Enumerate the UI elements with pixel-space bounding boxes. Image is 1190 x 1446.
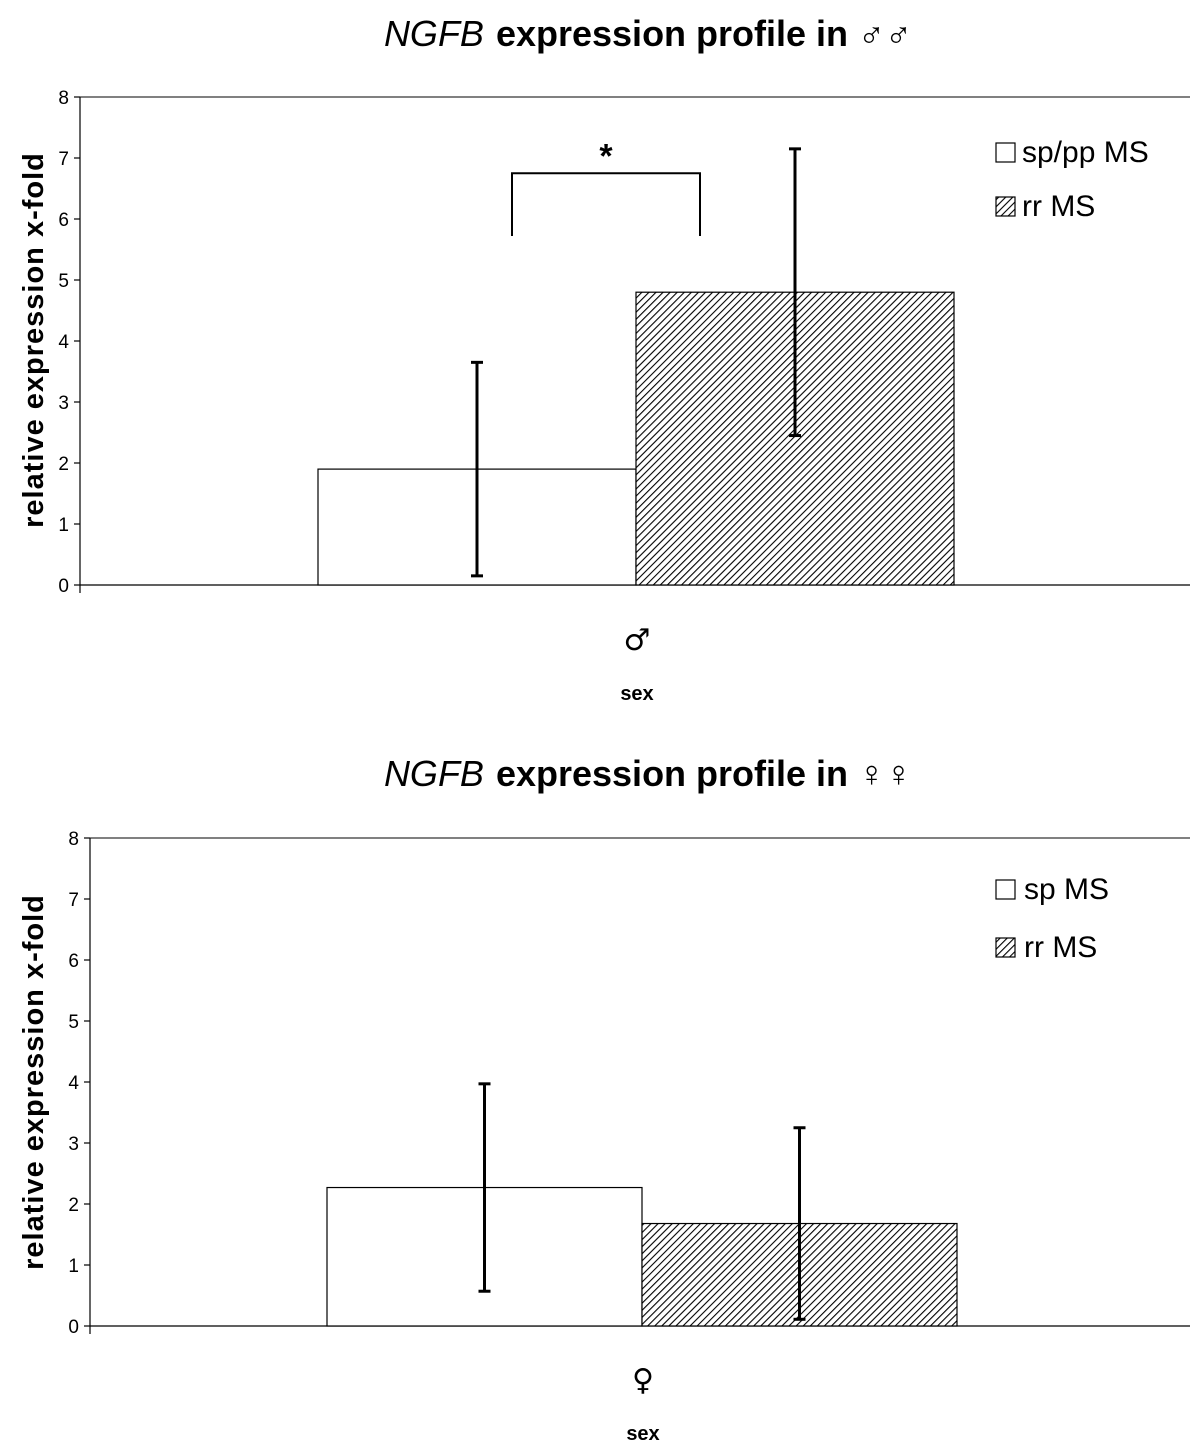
y-tick-label: 1 bbox=[68, 1256, 79, 1277]
y-axis: 0 1 2 3 4 5 6 7 8 bbox=[68, 829, 1190, 1338]
significance-annotation: * bbox=[511, 137, 701, 236]
x-axis-title: sex bbox=[626, 1423, 659, 1445]
chart-male: NGFB expression profile in ♂♂ 0 1 2 3 4 5 6 7 8 *… bbox=[18, 13, 1190, 705]
y-axis: 0 1 2 3 4 5 6 7 8 bbox=[58, 88, 1190, 597]
legend-swatch-rr-ms bbox=[995, 196, 1016, 217]
y-tick-label: 4 bbox=[68, 1073, 79, 1094]
legend-label-rr-ms: rr MS bbox=[1022, 190, 1095, 223]
chart-female: NGFB expression profile in ♀♀ 0 1 2 3 4 5 6 7 8 r… bbox=[18, 753, 1190, 1445]
y-tick-label: 2 bbox=[68, 1195, 79, 1216]
title-gene: NGFB bbox=[384, 753, 484, 794]
y-tick-label: 6 bbox=[58, 210, 69, 231]
legend-swatch-rr-ms bbox=[995, 937, 1016, 958]
bars bbox=[317, 291, 955, 586]
title-gene: NGFB bbox=[384, 13, 484, 54]
error-bars bbox=[478, 1082, 806, 1321]
y-tick-label: 7 bbox=[58, 149, 69, 170]
y-tick-label: 1 bbox=[58, 515, 69, 536]
legend-label-sp-pp-ms: sp/pp MS bbox=[1022, 136, 1149, 169]
y-tick-label: 5 bbox=[58, 271, 69, 292]
y-tick-label: 3 bbox=[58, 393, 69, 414]
y-tick-label: 5 bbox=[68, 1012, 79, 1033]
x-axis-title: sex bbox=[620, 683, 653, 705]
title-rest: expression profile in ♀♀ bbox=[496, 753, 912, 794]
significance-star: * bbox=[599, 137, 613, 175]
legend: sp/pp MS rr MS bbox=[995, 136, 1149, 223]
y-tick-label: 4 bbox=[58, 332, 69, 353]
y-tick-label: 7 bbox=[68, 890, 79, 911]
x-category-label: ♀ bbox=[632, 1363, 654, 1398]
y-tick-label: 3 bbox=[68, 1134, 79, 1155]
legend: sp MS rr MS bbox=[995, 873, 1109, 964]
title-rest: expression profile in ♂♂ bbox=[496, 13, 912, 54]
significance-bracket bbox=[511, 172, 701, 236]
chart-title: NGFB expression profile in ♀♀ bbox=[384, 753, 912, 794]
y-tick-label: 8 bbox=[68, 829, 79, 850]
bars bbox=[326, 1186, 958, 1327]
x-category-label: ♂ bbox=[624, 623, 651, 658]
y-tick-label: 2 bbox=[58, 454, 69, 475]
legend-label-rr-ms: rr MS bbox=[1024, 931, 1097, 964]
y-tick-label: 0 bbox=[68, 1317, 79, 1338]
y-tick-label: 0 bbox=[58, 576, 69, 597]
legend-label-sp-ms: sp MS bbox=[1024, 873, 1109, 906]
chart-title: NGFB expression profile in ♂♂ bbox=[384, 13, 912, 54]
y-tick-label: 6 bbox=[68, 951, 79, 972]
error-bars bbox=[471, 147, 801, 578]
legend-swatch-sp-ms bbox=[995, 879, 1016, 900]
y-tick-label: 8 bbox=[58, 88, 69, 109]
y-axis-title: relative expression x-fold bbox=[18, 894, 50, 1270]
legend-swatch-sp-pp-ms bbox=[995, 142, 1016, 163]
y-axis-title: relative expression x-fold bbox=[18, 152, 50, 528]
